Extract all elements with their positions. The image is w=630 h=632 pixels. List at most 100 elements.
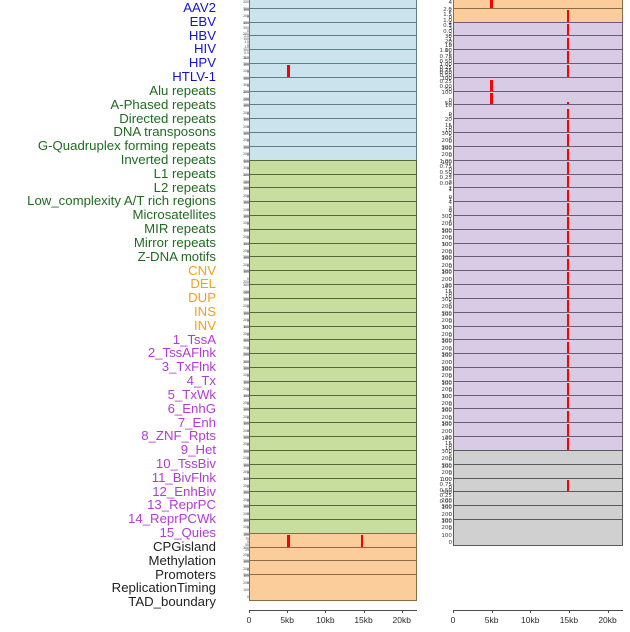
right-yaxis-row-9: 20 15 10 5 0	[432, 118, 454, 145]
track-label-dna-transposons: DNA transposons	[113, 124, 216, 140]
yaxis-tick-label: 100	[441, 311, 452, 318]
yaxis-tick-label: 300	[441, 310, 452, 317]
right-yaxis-row-16: 300 200 100 0	[432, 214, 454, 242]
track-peak	[567, 396, 570, 420]
yaxis-tick-label: 0	[247, 513, 249, 516]
track-label-15-quies: 15_Quies	[159, 525, 216, 541]
yaxis-tick-label: 100	[441, 463, 452, 470]
yaxis-tick-label: 100	[243, 449, 249, 454]
yaxis-tick-label: 200	[243, 428, 249, 433]
yaxis-tick-label: 0	[247, 112, 249, 116]
track-peak	[567, 161, 570, 185]
yaxis-tick-label: 200	[441, 235, 452, 242]
track-label-alu-repeats: Alu repeats	[149, 82, 216, 98]
yaxis-tick-label: 200	[441, 221, 452, 228]
xaxis-line	[249, 610, 417, 611]
yaxis-tick-label: 200	[441, 345, 452, 352]
track-peak	[567, 286, 570, 310]
yaxis-tick-label: 300	[243, 462, 249, 467]
track-peak	[567, 272, 570, 296]
yaxis-tick-label: 300	[441, 462, 452, 469]
yaxis-tick-label: 2	[448, 31, 452, 38]
yaxis-tick-label: 5	[448, 133, 452, 140]
left-yaxis-row-3: 2.0 1.5 1.0 0.5 0.0	[228, 35, 250, 62]
right-yaxis-row-6: 100 50 0	[432, 75, 454, 104]
track-label-5-txwk: 5_TxWk	[167, 386, 216, 402]
yaxis-tick-label: 0	[247, 499, 249, 503]
yaxis-tick-label: 100	[243, 118, 249, 123]
yaxis-tick-label: 200	[441, 400, 452, 407]
yaxis-tick-label: 200	[243, 96, 249, 101]
right-yaxis-row-17: 300 200 100 0	[432, 228, 454, 256]
yaxis-tick-label: 200	[243, 359, 249, 364]
yaxis-tick-label: 5	[448, 114, 452, 121]
yaxis-tick-label: 200	[243, 69, 249, 74]
yaxis-tick-label: 100	[441, 75, 452, 82]
track-label-hpv: HPV	[188, 55, 216, 71]
yaxis-tick-label: 50	[444, 86, 452, 93]
yaxis-tick-label: 200	[243, 580, 249, 585]
yaxis-tick-label: 400	[243, 158, 249, 163]
yaxis-tick-label: 300	[243, 345, 249, 350]
yaxis-tick-label: 200	[441, 470, 452, 477]
yaxis-tick-label: 200	[243, 193, 249, 198]
right-track-15-quies[interactable]	[453, 519, 623, 546]
yaxis-tick-label: 100	[243, 242, 249, 247]
right-yaxis-row-34: 300 200 100 0	[432, 462, 454, 491]
yaxis-tick-label: 100	[441, 89, 452, 96]
track-label-microsatellites: Microsatellites	[132, 207, 216, 223]
yaxis-tick-label: 3	[448, 172, 452, 179]
yaxis-tick-label: 0	[247, 84, 249, 88]
yaxis-tick-label: 0	[448, 236, 452, 242]
yaxis-tick-label: 100	[441, 145, 452, 152]
yaxis-tick-label: 0	[448, 332, 452, 339]
yaxis-tick-label: 0.00	[439, 180, 452, 187]
yaxis-tick-label: 200	[243, 124, 249, 129]
yaxis-tick-label: 300	[441, 338, 452, 345]
yaxis-tick-label: 100	[243, 214, 249, 219]
yaxis-tick-label: 0.50	[439, 59, 452, 66]
track-peak	[567, 355, 570, 379]
yaxis-tick-label: 100	[243, 587, 249, 592]
yaxis-tick-label: 0	[247, 333, 249, 337]
yaxis-tick-label: 0	[247, 568, 249, 572]
track-label-7-enh: 7_Enh	[177, 414, 216, 430]
yaxis-tick-label: 1.00	[439, 48, 452, 55]
yaxis-tick-label: 0	[448, 153, 452, 160]
yaxis-tick-label: 75	[245, 537, 249, 542]
yaxis-tick-label: 0	[448, 443, 452, 450]
yaxis-tick-label: 100	[243, 187, 249, 192]
yaxis-tick-label: 0	[448, 388, 452, 394]
yaxis-tick-label: 2	[448, 186, 452, 193]
yaxis-tick-label: 0.50	[439, 487, 452, 494]
yaxis-tick-label: 0.5	[443, 23, 452, 30]
left-yaxis-row-6: 400 300 200 100	[228, 76, 250, 104]
yaxis-tick-label: 100	[243, 297, 249, 302]
yaxis-tick-label: 0	[247, 388, 249, 392]
yaxis-tick-label: 0	[247, 305, 249, 309]
yaxis-tick-label: 300	[243, 393, 249, 398]
yaxis-tick-label: 100	[243, 291, 249, 296]
track-label-methylation: Methylation	[148, 552, 216, 568]
yaxis-tick-label: 200	[441, 456, 452, 463]
track-label-l1-repeats: L1 repeats	[153, 165, 216, 181]
yaxis-tick-label: 0	[247, 554, 249, 558]
yaxis-tick-label: 400	[243, 338, 249, 343]
yaxis-tick-label: 200	[441, 152, 452, 159]
yaxis-tick-label: 0	[247, 167, 249, 171]
yaxis-tick-label: 300	[243, 200, 249, 205]
yaxis-tick-label: 1.0	[443, 17, 452, 24]
track-label-4-tx: 4_Tx	[186, 373, 216, 389]
left-track-replicationtiming[interactable]	[249, 574, 417, 602]
track-label-hiv: HIV	[194, 41, 216, 57]
track-label-htlv-1: HTLV-1	[172, 69, 216, 85]
xaxis-tick-label: 15kb	[559, 615, 579, 625]
track-peak	[567, 189, 570, 213]
yaxis-tick-label: 300	[243, 117, 249, 122]
